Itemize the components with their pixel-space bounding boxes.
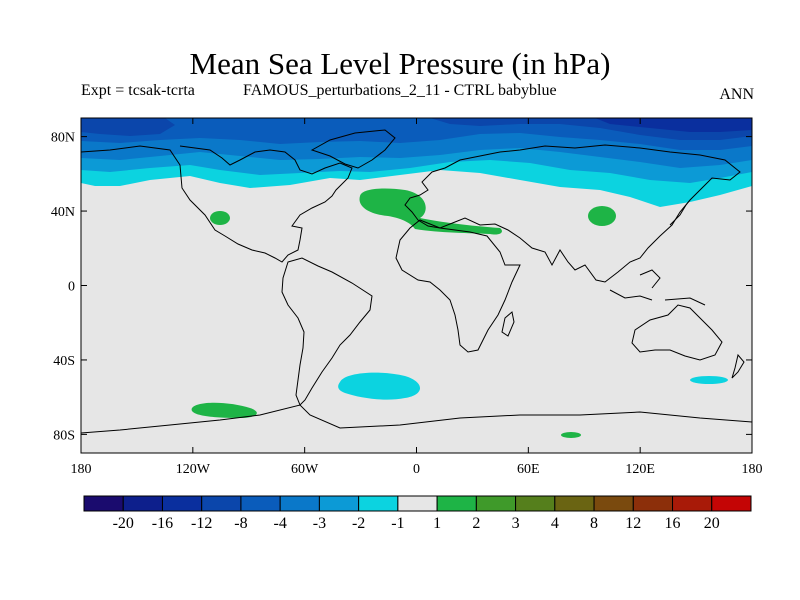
coastlines xyxy=(81,129,752,434)
y-tick-label-1: 40N xyxy=(51,205,75,220)
colorbar-swatch-14 xyxy=(632,495,674,512)
coastline-greenland xyxy=(310,129,396,169)
colorbar-swatch-2 xyxy=(161,495,203,512)
colorbar-swatch-11 xyxy=(515,495,556,512)
colorbar-swatch-9 xyxy=(436,495,477,512)
coastline-north-america xyxy=(81,145,353,263)
coastline-australia xyxy=(631,304,723,361)
coastline-south-america xyxy=(281,257,373,406)
map-title: Mean Sea Level Pressure (in hPa) xyxy=(189,46,611,81)
y-tick-label-4: 80S xyxy=(53,428,75,443)
colorbar-label-8: 1 xyxy=(433,515,441,532)
positive-anomaly-southeast-pacific xyxy=(191,402,257,418)
y-tick-label-3: 40S xyxy=(53,354,75,369)
colorbar-label-2: -12 xyxy=(191,515,212,532)
colorbar-swatch-3 xyxy=(201,495,242,512)
colorbar-label-1: -16 xyxy=(152,515,173,532)
negative-anomaly-south-pacific xyxy=(690,376,728,384)
colorbar-label-11: 4 xyxy=(551,515,559,532)
band-minus-12-to-16 xyxy=(595,118,752,132)
run-label: FAMOUS_perturbations_2_11 - CTRL babyblu… xyxy=(243,82,557,99)
negative-anomaly-south-atlantic xyxy=(338,372,420,400)
colorbar-label-7: -1 xyxy=(391,515,404,532)
colorbar-swatch-12 xyxy=(554,495,595,512)
coastline-madagascar xyxy=(501,311,515,337)
colorbar: -20 -16 -12 -8 -4 -3 -2 -1 1 2 3 4 8 12 16 20 xyxy=(83,495,752,532)
coastline-antarctica xyxy=(81,404,752,434)
colorbar-swatch-5 xyxy=(279,495,320,512)
colorbar-label-10: 3 xyxy=(512,515,520,532)
colorbar-label-13: 12 xyxy=(625,515,641,532)
colorbar-label-4: -4 xyxy=(274,515,287,532)
colorbar-label-0: -20 xyxy=(113,515,134,532)
x-tick-label-1: 120W xyxy=(176,462,211,477)
colorbar-label-6: -2 xyxy=(352,515,365,532)
coastline-africa xyxy=(395,219,521,353)
colorbar-swatch-16 xyxy=(711,495,752,512)
colorbar-swatch-1 xyxy=(122,495,163,512)
colorbar-label-3: -8 xyxy=(234,515,247,532)
colorbar-swatch-7 xyxy=(358,495,399,512)
y-tick-label-2: 0 xyxy=(68,280,75,295)
colorbar-swatch-10 xyxy=(475,495,517,512)
x-tick-label-6: 180 xyxy=(742,462,763,477)
x-tick-label-3: 0 xyxy=(413,462,420,477)
coastline-new-zealand xyxy=(731,353,745,379)
map-plot-area xyxy=(81,118,752,453)
colorbar-label-12: 8 xyxy=(590,515,598,532)
colorbar-swatch-6 xyxy=(318,495,360,512)
experiment-label: Expt = tcsak-tcrta xyxy=(81,82,195,99)
x-tick-label-4: 60E xyxy=(517,462,540,477)
colorbar-swatch-15 xyxy=(672,495,713,512)
colorbar-swatch-13 xyxy=(593,495,634,512)
positive-anomaly-southwest-us xyxy=(210,211,230,225)
positive-anomaly-mediterranean xyxy=(359,188,502,235)
colorbar-label-9: 2 xyxy=(472,515,480,532)
y-tick-label-0: 80N xyxy=(51,131,75,146)
positive-anomaly-east-antarctica xyxy=(561,432,581,438)
coastline-southeast-asia xyxy=(609,269,706,306)
colorbar-swatch-8 xyxy=(397,495,438,512)
colorbar-label-14: 16 xyxy=(665,515,681,532)
x-tick-label-0: 180 xyxy=(71,462,92,477)
colorbar-swatch-0 xyxy=(83,495,124,512)
colorbar-label-15: 20 xyxy=(704,515,720,532)
axis-ticks: 180 120W 60W 0 60E 120E 180 80N 40N 0 40S 80S xyxy=(51,118,763,477)
season-label: ANN xyxy=(719,86,754,103)
coastline-japan xyxy=(669,199,691,226)
positive-anomaly-central-asia xyxy=(588,206,616,226)
band-minus-8-to-12 xyxy=(81,118,752,140)
x-tick-label-5: 120E xyxy=(625,462,655,477)
colorbar-swatch-4 xyxy=(240,495,281,512)
colorbar-label-5: -3 xyxy=(313,515,326,532)
x-tick-label-2: 60W xyxy=(291,462,319,477)
